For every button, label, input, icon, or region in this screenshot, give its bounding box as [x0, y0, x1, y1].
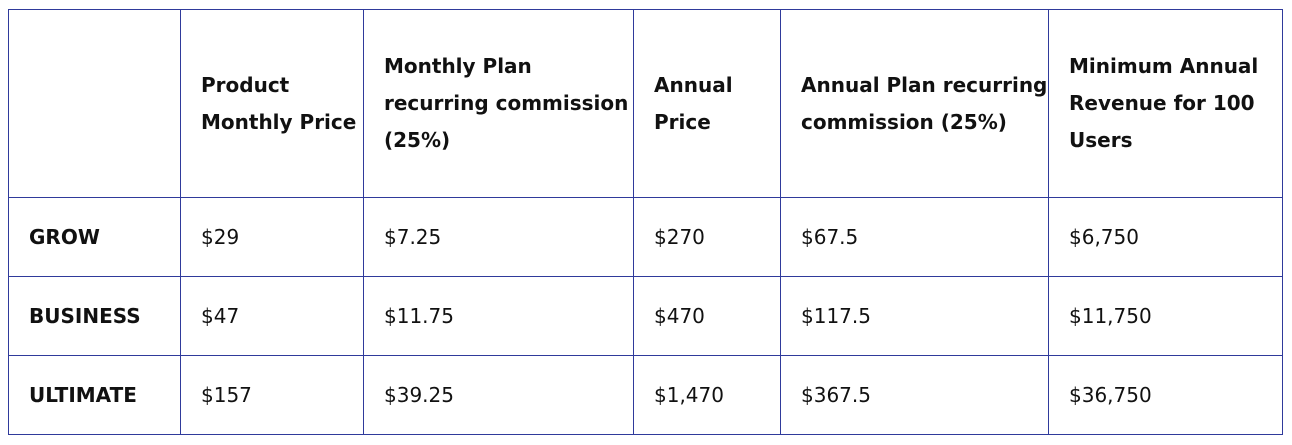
annual-commission-cell: $67.5	[780, 197, 1049, 277]
annual-price-cell: $270	[633, 197, 781, 277]
plan-name: GROW	[8, 197, 181, 277]
annual-commission-cell: $117.5	[780, 276, 1049, 356]
pricing-table-container: Product Monthly Price Monthly Plan recur…	[8, 9, 1283, 435]
annual-price-cell: $1,470	[633, 355, 781, 435]
min-annual-revenue-cell: $36,750	[1048, 355, 1283, 435]
table-row-ultimate: ULTIMATE $157 $39.25 $1,470 $367.5 $36,7…	[8, 355, 1283, 435]
header-annual-plan-commission: Annual Plan recurring commission (25%)	[780, 9, 1049, 198]
monthly-price-cell: $47	[180, 276, 364, 356]
monthly-price-cell: $157	[180, 355, 364, 435]
header-minimum-annual-revenue: Minimum Annual Revenue for 100 Users	[1048, 9, 1283, 198]
header-label: Monthly Plan recurring commission (25%)	[384, 54, 629, 152]
header-label: Product Monthly Price	[201, 72, 357, 134]
header-product-monthly-price: Product Monthly Price	[180, 9, 364, 198]
header-label: Annual Plan recurring commission (25%)	[801, 72, 1048, 134]
header-label: Annual Price	[654, 72, 733, 134]
annual-commission-cell: $367.5	[780, 355, 1049, 435]
annual-price-cell: $470	[633, 276, 781, 356]
header-cell-empty	[8, 9, 181, 198]
pricing-commission-table: Product Monthly Price Monthly Plan recur…	[8, 9, 1283, 435]
monthly-commission-cell: $11.75	[363, 276, 634, 356]
table-row-grow: GROW $29 $7.25 $270 $67.5 $6,750	[8, 197, 1283, 277]
header-monthly-plan-commission: Monthly Plan recurring commission (25%)	[363, 9, 634, 198]
min-annual-revenue-cell: $6,750	[1048, 197, 1283, 277]
min-annual-revenue-cell: $11,750	[1048, 276, 1283, 356]
header-label: Minimum Annual Revenue for 100 Users	[1069, 54, 1259, 152]
header-annual-price: Annual Price	[633, 9, 781, 198]
monthly-commission-cell: $39.25	[363, 355, 634, 435]
table-row-business: BUSINESS $47 $11.75 $470 $117.5 $11,750	[8, 276, 1283, 356]
header-row: Product Monthly Price Monthly Plan recur…	[8, 9, 1283, 198]
plan-name: ULTIMATE	[8, 355, 181, 435]
monthly-commission-cell: $7.25	[363, 197, 634, 277]
monthly-price-cell: $29	[180, 197, 364, 277]
plan-name: BUSINESS	[8, 276, 181, 356]
